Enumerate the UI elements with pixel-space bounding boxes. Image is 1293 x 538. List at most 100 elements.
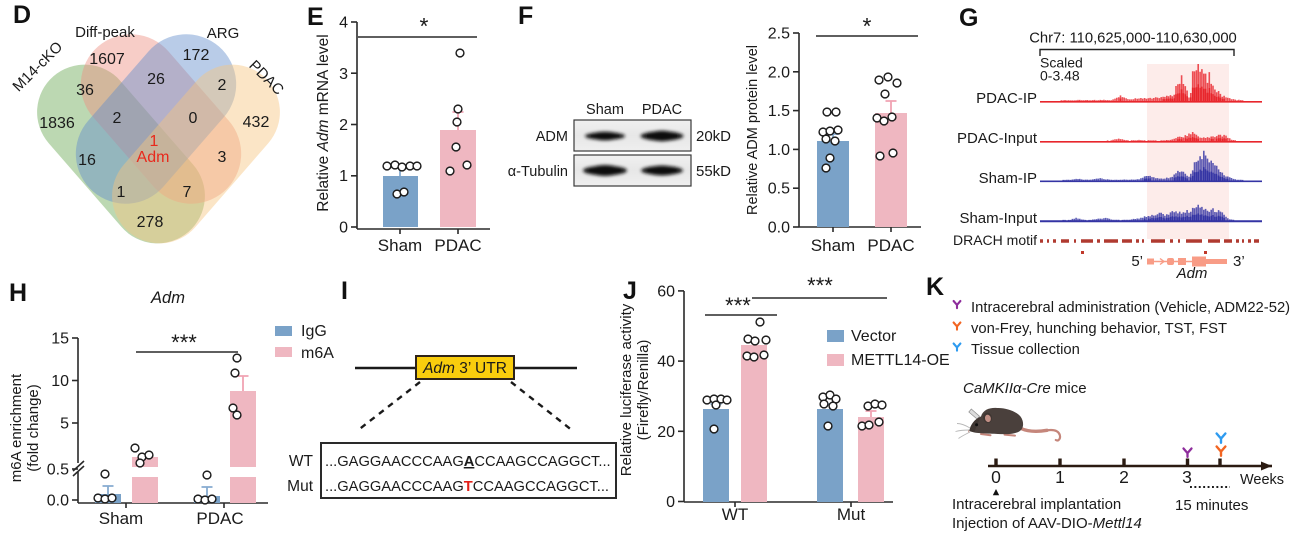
- svg-text:Sham: Sham: [99, 509, 143, 528]
- svg-text:172: 172: [183, 47, 210, 64]
- svg-text:3: 3: [339, 66, 348, 83]
- svg-text:2: 2: [113, 110, 122, 127]
- svg-text:PDAC: PDAC: [196, 509, 243, 528]
- svg-text:METTL14-OE: METTL14-OE: [851, 352, 950, 369]
- svg-text:***: ***: [171, 330, 197, 355]
- svg-text:3: 3: [218, 149, 227, 166]
- svg-text:Mut: Mut: [837, 505, 866, 524]
- svg-text:PDAC: PDAC: [642, 102, 682, 118]
- svg-text:0.5: 0.5: [47, 462, 69, 479]
- svg-text:0: 0: [666, 494, 675, 511]
- svg-text:Relative ADM protein level: Relative ADM protein level: [745, 45, 761, 215]
- svg-text:0.0: 0.0: [768, 220, 790, 237]
- svg-text:3: 3: [1182, 467, 1192, 487]
- svg-text:(fold change): (fold change): [25, 384, 42, 472]
- svg-text:Intracerebral implantation: Intracerebral implantation: [952, 496, 1121, 513]
- svg-text:55kD: 55kD: [696, 163, 731, 180]
- svg-text:0: 0: [339, 220, 348, 237]
- svg-text:Diff-peak: Diff-peak: [75, 24, 135, 41]
- svg-text:D: D: [13, 1, 31, 29]
- svg-text:0: 0: [189, 110, 198, 127]
- svg-text:1: 1: [150, 133, 159, 150]
- svg-text:Relative Adm mRNA level: Relative Adm mRNA level: [315, 34, 332, 211]
- svg-text:E: E: [307, 3, 324, 31]
- svg-text:H: H: [9, 279, 27, 307]
- svg-text:2.5: 2.5: [768, 26, 790, 43]
- svg-text:I: I: [341, 277, 348, 305]
- svg-text:PDAC: PDAC: [434, 236, 481, 255]
- svg-text:Chr7: 110,625,000-110,630,000: Chr7: 110,625,000-110,630,000: [1029, 31, 1237, 47]
- svg-text:Adm: Adm: [1176, 265, 1208, 282]
- svg-text:1: 1: [1055, 467, 1065, 487]
- svg-text:PDAC: PDAC: [867, 236, 914, 255]
- svg-text:0.5: 0.5: [768, 181, 790, 198]
- svg-text:ARG: ARG: [207, 25, 240, 42]
- svg-text:1836: 1836: [39, 115, 75, 132]
- svg-text:5’: 5’: [1131, 253, 1143, 270]
- svg-text:Sham: Sham: [586, 102, 624, 118]
- svg-text:0-3.48: 0-3.48: [1040, 68, 1080, 84]
- svg-text:Injection of AAV-DIO-Mettl14: Injection of AAV-DIO-Mettl14: [952, 515, 1142, 532]
- svg-text:1.5: 1.5: [768, 103, 790, 120]
- svg-text:2: 2: [1119, 467, 1129, 487]
- svg-text:2.0: 2.0: [768, 64, 790, 81]
- svg-text:...GAGGAACCCAAGTCCAAGCCAGGCT..: ...GAGGAACCCAAGTCCAAGCCAGGCT...: [325, 479, 609, 495]
- svg-text:Sham: Sham: [378, 236, 422, 255]
- svg-text:α-Tubulin: α-Tubulin: [508, 164, 568, 180]
- svg-text:...GAGGAACCCAAGACCAAGCCAGGCT..: ...GAGGAACCCAAGACCAAGCCAGGCT...: [325, 454, 611, 470]
- svg-text:PDAC-IP: PDAC-IP: [976, 90, 1037, 107]
- svg-text:PDAC-Input: PDAC-Input: [957, 130, 1038, 147]
- svg-text:G: G: [959, 4, 978, 32]
- svg-text:15: 15: [51, 331, 69, 348]
- svg-text:Sham-IP: Sham-IP: [979, 170, 1037, 187]
- svg-text:3’: 3’: [1233, 253, 1245, 270]
- svg-text:K: K: [926, 273, 944, 301]
- svg-text:0: 0: [991, 467, 1001, 487]
- svg-text:ADM: ADM: [536, 129, 568, 145]
- svg-text:F: F: [518, 2, 533, 30]
- svg-text:J: J: [623, 277, 637, 305]
- svg-text:Adm: Adm: [150, 289, 185, 307]
- svg-text:1607: 1607: [89, 51, 125, 68]
- svg-text:16: 16: [78, 152, 96, 169]
- svg-text:1: 1: [117, 184, 126, 201]
- svg-text:(Firefly/Renilla): (Firefly/Renilla): [635, 340, 652, 441]
- svg-text:0.0: 0.0: [47, 493, 69, 510]
- svg-text:20: 20: [657, 424, 675, 441]
- svg-text:WT: WT: [722, 505, 748, 524]
- svg-text:10: 10: [51, 373, 69, 390]
- svg-text:Intracerebral administration (: Intracerebral administration (Vehicle, A…: [971, 300, 1290, 316]
- svg-text:m6A: m6A: [301, 345, 334, 362]
- svg-text:26: 26: [147, 71, 165, 88]
- svg-text:1: 1: [339, 168, 348, 185]
- svg-text:WT: WT: [289, 453, 314, 470]
- svg-text:CaMKIIα-Cre mice: CaMKIIα-Cre mice: [963, 380, 1087, 397]
- svg-text:15 minutes: 15 minutes: [1175, 497, 1248, 514]
- svg-text:2: 2: [339, 117, 348, 134]
- svg-text:Sham: Sham: [811, 236, 855, 255]
- svg-text:1.0: 1.0: [768, 142, 790, 159]
- svg-text:432: 432: [243, 114, 270, 131]
- svg-text:Adm 3’ UTR: Adm 3’ UTR: [422, 360, 507, 377]
- svg-text:*: *: [420, 13, 429, 39]
- svg-text:2: 2: [218, 77, 227, 94]
- svg-text:m6A enrichment: m6A enrichment: [8, 373, 25, 482]
- svg-text:*: *: [863, 13, 872, 39]
- svg-text:Relative luciferase activity: Relative luciferase activity: [618, 303, 635, 476]
- svg-text:von-Frey, hunching behavior, T: von-Frey, hunching behavior, TST, FST: [971, 321, 1227, 337]
- svg-text:4: 4: [339, 15, 348, 32]
- svg-text:60: 60: [657, 283, 675, 300]
- svg-text:278: 278: [137, 214, 164, 231]
- svg-text:Vector: Vector: [851, 328, 897, 345]
- svg-text:IgG: IgG: [301, 323, 327, 340]
- svg-text:Sham-Input: Sham-Input: [959, 210, 1037, 227]
- svg-text:40: 40: [657, 354, 675, 371]
- svg-text:Weeks: Weeks: [1240, 472, 1284, 488]
- svg-text:***: ***: [807, 273, 833, 298]
- svg-text:Mut: Mut: [287, 478, 314, 495]
- svg-text:Scaled: Scaled: [1040, 55, 1083, 71]
- svg-text:20kD: 20kD: [696, 128, 731, 145]
- svg-text:36: 36: [76, 82, 94, 99]
- svg-text:7: 7: [183, 184, 192, 201]
- svg-text:***: ***: [725, 293, 751, 318]
